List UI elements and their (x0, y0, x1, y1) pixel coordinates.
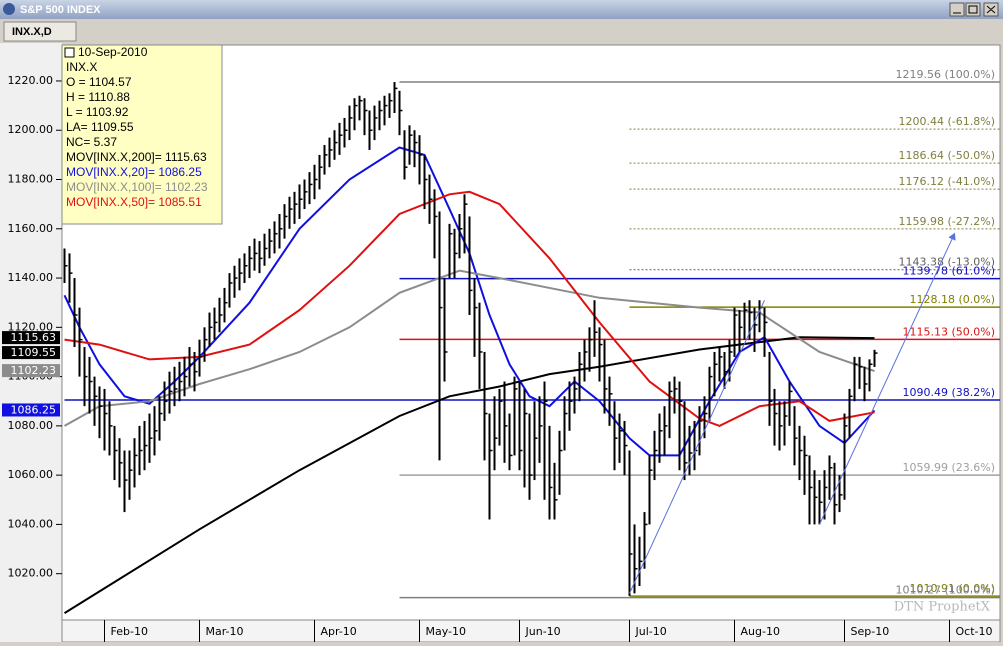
x-tick-label: Jun-10 (525, 625, 561, 638)
fib-label: 1090.49 (38.2%) (902, 386, 995, 399)
price-tag-label: 1102.23 (11, 364, 57, 377)
info-line: H = 1110.88 (66, 90, 130, 104)
fib-label: 1176.12 (-41.0%) (899, 175, 995, 188)
x-tick-label: Aug-10 (741, 625, 780, 638)
price-tag (2, 346, 60, 360)
fib-label: 1059.99 (23.6%) (902, 461, 995, 474)
minimize-button[interactable] (949, 2, 965, 17)
info-line: 10-Sep-2010 (78, 45, 148, 59)
tab-row (0, 19, 1003, 43)
info-line: LA= 1109.55 (66, 120, 134, 134)
x-tick-label: Jul-10 (635, 625, 667, 638)
info-line: O = 1104.57 (66, 75, 132, 89)
y-tick-label: 1140.00 (8, 271, 54, 284)
x-tick-label: May-10 (426, 625, 467, 638)
y-tick-label: 1080.00 (8, 419, 54, 432)
plot-content: 1219.56 (100.0%) 1200.44 (-61.8%) 1186.64 … (63, 68, 1000, 614)
x-tick-label: Sep-10 (851, 625, 890, 638)
app-icon (3, 3, 15, 15)
x-tick-label: Apr-10 (321, 625, 357, 638)
fib-label: 1186.64 (-50.0%) (899, 149, 995, 162)
info-line: MOV[INX.X,20]= 1086.25 (66, 165, 202, 179)
moving-average (63, 336, 875, 614)
price-tag (2, 403, 60, 417)
y-tick-label: 1020.00 (8, 567, 54, 580)
info-line: MOV[INX.X,100]= 1102.23 (66, 180, 208, 194)
y-tick-label: 1220.00 (8, 74, 54, 87)
y-tick-label: 1180.00 (8, 173, 54, 186)
x-tick-label: Feb-10 (111, 625, 148, 638)
fib-label: 1159.98 (-27.2%) (899, 215, 995, 228)
fib-label: 1143.38 (-13.0%) (899, 256, 995, 269)
fib-label: 1010.91 (0.0%) (909, 582, 995, 595)
fib-label: 1128.18 (0.0%) (909, 293, 995, 306)
info-line: MOV[INX.X,200]= 1115.63 (66, 150, 207, 164)
y-tick-label: 1120.00 (8, 320, 54, 333)
price-tag-label: 1115.63 (11, 331, 57, 344)
watermark: DTN ProphetX (894, 600, 991, 615)
y-tick-label: 1040.00 (8, 517, 54, 530)
window-title: S&P 500 INDEX (20, 4, 101, 16)
price-tag (2, 364, 60, 378)
y-tick-label: 1160.00 (8, 222, 54, 235)
info-line: INX.X (66, 60, 97, 74)
info-line: L = 1103.92 (66, 105, 129, 119)
fib-label: 1139.78 (61.0%) (902, 265, 995, 278)
fib-label: 1200.44 (-61.8%) (899, 115, 995, 128)
price-tag-label: 1086.25 (11, 403, 57, 416)
fib-label: 1219.56 (100.0%) (895, 68, 995, 81)
y-tick-label: 1200.00 (8, 123, 54, 136)
x-tick-label: Oct-10 (956, 625, 993, 638)
price-tag-label: 1109.55 (11, 346, 57, 359)
price-tag (2, 331, 60, 345)
fib-label: 1010.27 (100.0%) (895, 584, 995, 597)
x-tick-label: Mar-10 (206, 625, 244, 638)
fib-label: 1115.13 (50.0%) (902, 325, 995, 338)
y-tick-label: 1060.00 (8, 468, 54, 481)
moving-average (64, 190, 875, 427)
title-bar (0, 0, 1003, 19)
trendline (629, 300, 765, 594)
info-icon (64, 47, 75, 58)
info-line: MOV[INX.X,50]= 1085.51 (66, 195, 202, 209)
window-buttons[interactable] (949, 2, 999, 17)
symbol-tab[interactable] (3, 21, 77, 42)
info-line: NC= 5.37 (66, 135, 117, 149)
maximize-button[interactable] (965, 2, 981, 17)
info-box (61, 44, 223, 225)
trendline (819, 232, 956, 525)
tab-label[interactable]: INX.X,D (12, 26, 52, 38)
